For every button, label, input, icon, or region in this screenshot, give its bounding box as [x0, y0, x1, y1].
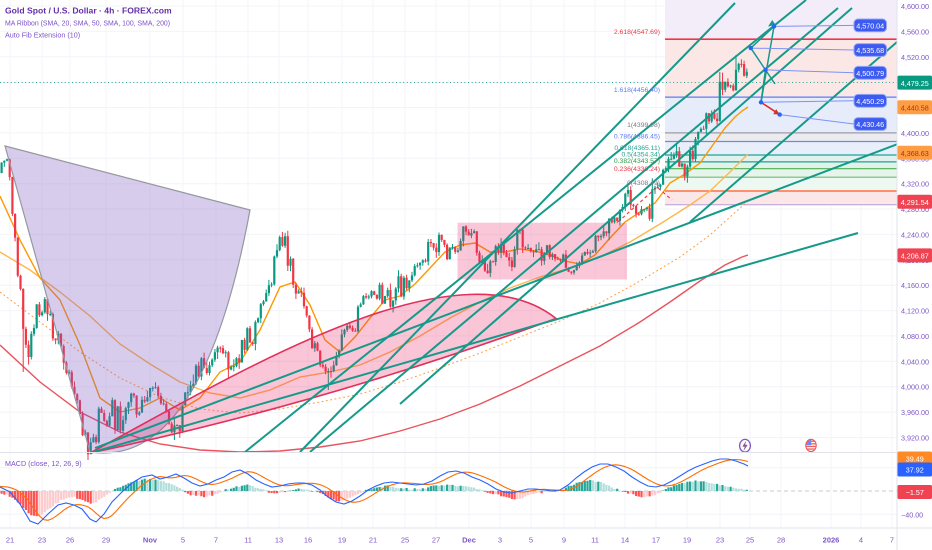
svg-text:0.5(4354.34): 0.5(4354.34) — [621, 152, 660, 159]
svg-text:19: 19 — [683, 536, 691, 545]
svg-text:4,080.00: 4,080.00 — [901, 332, 929, 341]
svg-text:−1.57: −1.57 — [906, 488, 924, 497]
svg-text:4,280.00: 4,280.00 — [901, 205, 929, 214]
svg-text:0.786(4386.45): 0.786(4386.45) — [614, 134, 660, 141]
svg-text:13: 13 — [275, 536, 283, 545]
svg-text:Gold Spot / U.S. Dollar · 4h ·: Gold Spot / U.S. Dollar · 4h · FOREX.com — [5, 6, 172, 16]
svg-text:4,368.63: 4,368.63 — [901, 149, 929, 158]
svg-text:16: 16 — [304, 536, 312, 545]
svg-text:28: 28 — [777, 536, 785, 545]
svg-text:21: 21 — [369, 536, 377, 545]
svg-text:9: 9 — [562, 536, 566, 545]
svg-text:4,500.79: 4,500.79 — [856, 69, 884, 78]
svg-text:7: 7 — [214, 536, 218, 545]
svg-text:5: 5 — [529, 536, 533, 545]
svg-text:4,320.00: 4,320.00 — [901, 180, 929, 189]
svg-text:0.382(4343.57): 0.382(4343.57) — [614, 158, 660, 165]
svg-text:0.236(4330.24): 0.236(4330.24) — [614, 166, 660, 173]
svg-text:37.92: 37.92 — [906, 466, 924, 475]
svg-text:Auto Fib Extension (10): Auto Fib Extension (10) — [5, 31, 80, 40]
svg-text:3,920.00: 3,920.00 — [901, 434, 929, 443]
svg-text:4,000.00: 4,000.00 — [901, 383, 929, 392]
svg-text:29: 29 — [102, 536, 110, 545]
svg-text:4,600.00: 4,600.00 — [901, 2, 929, 11]
svg-text:4,570.04: 4,570.04 — [856, 21, 884, 30]
svg-text:21: 21 — [6, 536, 14, 545]
svg-text:4,160.00: 4,160.00 — [901, 281, 929, 290]
svg-text:1.618(4456.40): 1.618(4456.40) — [614, 87, 660, 94]
svg-text:2026: 2026 — [823, 536, 840, 545]
svg-text:4,479.25: 4,479.25 — [901, 79, 929, 88]
svg-text:11: 11 — [591, 536, 599, 545]
svg-text:3: 3 — [498, 536, 502, 545]
svg-text:11: 11 — [244, 536, 252, 545]
svg-text:23: 23 — [38, 536, 46, 545]
svg-text:4,560.00: 4,560.00 — [901, 27, 929, 36]
svg-text:1(4399.98): 1(4399.98) — [627, 122, 660, 129]
svg-text:23: 23 — [716, 536, 724, 545]
svg-text:4,440.58: 4,440.58 — [901, 103, 929, 112]
svg-text:2.618(4547.69): 2.618(4547.69) — [614, 29, 660, 36]
svg-text:25: 25 — [401, 536, 409, 545]
svg-text:26: 26 — [66, 536, 74, 545]
svg-text:0.618(4365.11): 0.618(4365.11) — [614, 145, 660, 152]
svg-text:Nov: Nov — [143, 536, 158, 545]
svg-text:4,430.46: 4,430.46 — [856, 120, 884, 129]
svg-text:25: 25 — [746, 536, 754, 545]
svg-text:27: 27 — [432, 536, 440, 545]
svg-text:4,291.54: 4,291.54 — [901, 198, 929, 207]
svg-text:14: 14 — [621, 536, 629, 545]
svg-text:4,535.68: 4,535.68 — [856, 46, 884, 55]
svg-text:4: 4 — [859, 536, 863, 545]
svg-text:0(4308.49): 0(4308.49) — [627, 180, 660, 187]
svg-text:3,960.00: 3,960.00 — [901, 408, 929, 417]
svg-text:19: 19 — [338, 536, 346, 545]
svg-text:4,240.00: 4,240.00 — [901, 230, 929, 239]
svg-text:4,206.87: 4,206.87 — [901, 252, 929, 261]
svg-text:4,450.29: 4,450.29 — [856, 97, 884, 106]
svg-text:−40.00: −40.00 — [901, 510, 923, 519]
svg-text:4,520.00: 4,520.00 — [901, 53, 929, 62]
svg-text:Dec: Dec — [462, 536, 476, 545]
svg-text:4,120.00: 4,120.00 — [901, 307, 929, 316]
svg-text:5: 5 — [181, 536, 185, 545]
svg-text:7: 7 — [890, 536, 894, 545]
svg-text:39.49: 39.49 — [906, 455, 924, 464]
svg-text:17: 17 — [652, 536, 660, 545]
svg-text:4,040.00: 4,040.00 — [901, 357, 929, 366]
svg-text:MACD (close, 12, 26, 9): MACD (close, 12, 26, 9) — [5, 459, 82, 468]
svg-text:4,400.00: 4,400.00 — [901, 129, 929, 138]
svg-text:MA Ribbon (SMA, 20, SMA, 50, S: MA Ribbon (SMA, 20, SMA, 50, SMA, 100, S… — [5, 21, 170, 28]
